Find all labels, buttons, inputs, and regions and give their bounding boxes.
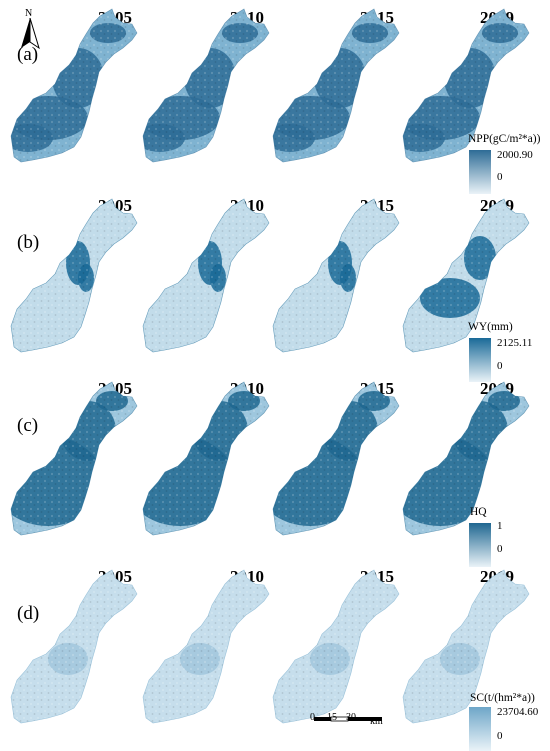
region-map xyxy=(10,381,138,536)
legend-max: 2000.90 xyxy=(497,149,533,161)
legend-color-bar xyxy=(469,523,491,567)
panel-b: (b) 2005 2010 2015 2019 WY(mm) 2125.11 0 xyxy=(0,190,550,382)
map-2019 xyxy=(400,381,532,544)
region-map xyxy=(402,198,530,353)
map-2010 xyxy=(140,8,272,171)
region-map xyxy=(402,381,530,536)
region-map xyxy=(142,381,270,536)
map-2005 xyxy=(8,569,140,732)
legend-title: NPP(gC/m²*a)) xyxy=(468,133,541,145)
region-map xyxy=(10,8,138,163)
panel-d: (d) 2005 2010 2015 2019 SC(t/(hm²*a)) 23… xyxy=(0,563,550,751)
map-2005 xyxy=(8,8,140,171)
legend-min: 0 xyxy=(497,730,503,742)
map-2005 xyxy=(8,198,140,361)
north-arrow-icon xyxy=(21,18,40,50)
map-2015 xyxy=(270,381,402,544)
region-map xyxy=(142,198,270,353)
legend-max: 23704.60 xyxy=(497,706,539,718)
legend-min: 0 xyxy=(497,543,503,555)
map-2010 xyxy=(140,381,272,544)
panel-letter: (b) xyxy=(17,232,40,253)
region-map xyxy=(10,569,138,724)
map-2015 xyxy=(270,8,402,171)
map-2019 xyxy=(400,569,532,732)
scale-tick: 15 xyxy=(327,712,337,723)
scale-unit: km xyxy=(370,716,383,727)
region-map xyxy=(402,569,530,724)
legend-max: 1 xyxy=(497,520,503,532)
legend-title: SC(t/(hm²*a)) xyxy=(470,692,535,704)
legend-color-bar xyxy=(469,707,491,751)
region-map xyxy=(402,8,530,163)
panel-letter: (c) xyxy=(17,415,39,436)
legend-max: 2125.11 xyxy=(497,337,533,349)
region-map xyxy=(142,8,270,163)
panel-a: (a) 2005 2010 2015 2019 NPP(gC/m²*a)) 20… xyxy=(0,0,550,194)
north-label: N xyxy=(25,8,33,19)
panel-letter: (d) xyxy=(17,603,40,624)
legend-color-bar xyxy=(469,150,491,194)
legend-title: WY(mm) xyxy=(468,321,513,333)
panel-letter: (a) xyxy=(17,44,39,65)
legend-color-bar xyxy=(469,338,491,382)
legend-title: HQ xyxy=(470,506,487,518)
region-map xyxy=(142,569,270,724)
map-2019 xyxy=(400,8,532,171)
map-2010 xyxy=(140,198,272,361)
north-arrow: N xyxy=(18,8,42,52)
map-2005 xyxy=(8,381,140,544)
scale-bar-graphic xyxy=(314,716,382,722)
legend-min: 0 xyxy=(497,171,503,183)
region-map xyxy=(272,569,400,724)
map-2010 xyxy=(140,569,272,732)
region-map xyxy=(272,8,400,163)
region-map xyxy=(10,198,138,353)
legend-min: 0 xyxy=(497,360,503,372)
map-2015 xyxy=(270,198,402,361)
scale-bar: 0 15 30 km xyxy=(310,712,400,744)
panel-c: (c) 2005 2010 2015 2019 HQ 1 0 xyxy=(0,375,550,567)
map-2019 xyxy=(400,198,532,361)
region-map xyxy=(272,381,400,536)
scale-tick: 30 xyxy=(346,712,356,723)
scale-tick: 0 xyxy=(310,712,315,723)
map-2015 xyxy=(270,569,402,732)
region-map xyxy=(272,198,400,353)
